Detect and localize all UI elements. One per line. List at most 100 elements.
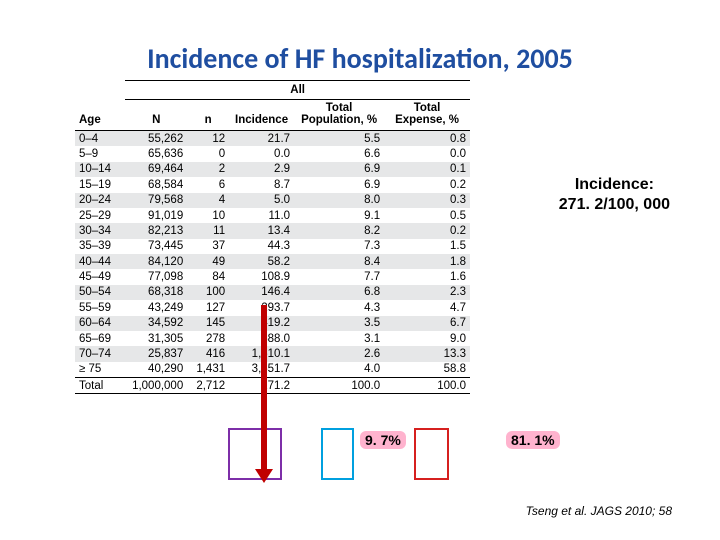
cell: 3.1 (294, 331, 384, 346)
cell: 44.3 (229, 239, 294, 254)
col-incidence: Incidence (229, 100, 294, 131)
cell: 2 (187, 162, 229, 177)
cell: 2.6 (294, 346, 384, 361)
cell: 35–39 (75, 239, 125, 254)
table-row: 35–3973,4453744.37.31.5 (75, 239, 470, 254)
cell: 416 (187, 346, 229, 361)
table-row: 0–455,2621221.75.50.8 (75, 131, 470, 147)
table-row-total: Total1,000,0002,712271.2100.0100.0 (75, 378, 470, 394)
cell: 11 (187, 223, 229, 238)
table-row: 5–965,63600.06.60.0 (75, 146, 470, 161)
col-N: N (125, 100, 187, 131)
cell: 4.0 (294, 362, 384, 378)
cell: 60–64 (75, 316, 125, 331)
cell: 11.0 (229, 208, 294, 223)
cell: 91,019 (125, 208, 187, 223)
cell: 40,290 (125, 362, 187, 378)
cell: ≥ 75 (75, 362, 125, 378)
table-row: 15–1968,58468.76.90.2 (75, 177, 470, 192)
cell: 21.7 (229, 131, 294, 147)
table-row: ≥ 7540,2901,4313,551.74.058.8 (75, 362, 470, 378)
cell: 49 (187, 254, 229, 269)
cell: 1.5 (384, 239, 470, 254)
cell: 13.3 (384, 346, 470, 361)
cell: 0.3 (384, 193, 470, 208)
cell: 0.0 (229, 146, 294, 161)
table-row: 20–2479,56845.08.00.3 (75, 193, 470, 208)
cell: 0–4 (75, 131, 125, 147)
data-table: All Age N n Incidence Total Population, … (75, 80, 470, 394)
cell: 1.8 (384, 254, 470, 269)
cell: 100.0 (294, 378, 384, 394)
cell: 6 (187, 177, 229, 192)
citation: Tseng et al. JAGS 2010; 58 (526, 504, 672, 518)
cell: 10 (187, 208, 229, 223)
cell: 145 (187, 316, 229, 331)
cell: 2.3 (384, 285, 470, 300)
cell: 0.8 (384, 131, 470, 147)
cell: 419.2 (229, 316, 294, 331)
cell: 6.8 (294, 285, 384, 300)
cell: 8.7 (229, 177, 294, 192)
cell: 888.0 (229, 331, 294, 346)
cell: 58.8 (384, 362, 470, 378)
red-box-overlay (414, 428, 449, 480)
cell: 278 (187, 331, 229, 346)
table-row: 30–3482,2131113.48.20.2 (75, 223, 470, 238)
cell: 73,445 (125, 239, 187, 254)
cell: 6.9 (294, 162, 384, 177)
cell: 293.7 (229, 300, 294, 315)
annotation-81-1: 81. 1% (506, 432, 560, 448)
cell: 77,098 (125, 269, 187, 284)
cell: 1,610.1 (229, 346, 294, 361)
table-row: 50–5468,318100146.46.82.3 (75, 285, 470, 300)
cell: Total (75, 378, 125, 394)
cell: 40–44 (75, 254, 125, 269)
col-pop: Total Population, % (294, 100, 384, 131)
cell: 0 (187, 146, 229, 161)
table-row: 10–1469,46422.96.90.1 (75, 162, 470, 177)
cell: 0.2 (384, 223, 470, 238)
group-header-all: All (125, 81, 470, 100)
cell: 10–14 (75, 162, 125, 177)
cell: 3,551.7 (229, 362, 294, 378)
cell: 100.0 (384, 378, 470, 394)
cell: 0.1 (384, 162, 470, 177)
cell: 0.2 (384, 177, 470, 192)
cell: 0.0 (384, 146, 470, 161)
cell: 7.3 (294, 239, 384, 254)
cell: 55,262 (125, 131, 187, 147)
cell: 2.9 (229, 162, 294, 177)
cell: 31,305 (125, 331, 187, 346)
cell: 8.4 (294, 254, 384, 269)
cell: 1.6 (384, 269, 470, 284)
page-title: Incidence of HF hospitalization, 2005 (0, 41, 720, 76)
cell: 108.9 (229, 269, 294, 284)
cell: 6.9 (294, 177, 384, 192)
cell: 70–74 (75, 346, 125, 361)
col-n: n (187, 100, 229, 131)
cell: 20–24 (75, 193, 125, 208)
cell: 12 (187, 131, 229, 147)
cell: 0.5 (384, 208, 470, 223)
cell: 84,120 (125, 254, 187, 269)
cell: 84 (187, 269, 229, 284)
cell: 79,568 (125, 193, 187, 208)
cell: 45–49 (75, 269, 125, 284)
cell: 69,464 (125, 162, 187, 177)
cell: 13.4 (229, 223, 294, 238)
table-row: 45–4977,09884108.97.71.6 (75, 269, 470, 284)
cell: 25,837 (125, 346, 187, 361)
cell: 58.2 (229, 254, 294, 269)
cell: 30–34 (75, 223, 125, 238)
cell: 55–59 (75, 300, 125, 315)
cell: 5.0 (229, 193, 294, 208)
cell: 146.4 (229, 285, 294, 300)
cell: 68,584 (125, 177, 187, 192)
table-row: 25–2991,0191011.09.10.5 (75, 208, 470, 223)
cell: 65–69 (75, 331, 125, 346)
cell: 9.1 (294, 208, 384, 223)
purple-box-overlay (228, 428, 282, 480)
cell: 68,318 (125, 285, 187, 300)
cell: 2,712 (187, 378, 229, 394)
